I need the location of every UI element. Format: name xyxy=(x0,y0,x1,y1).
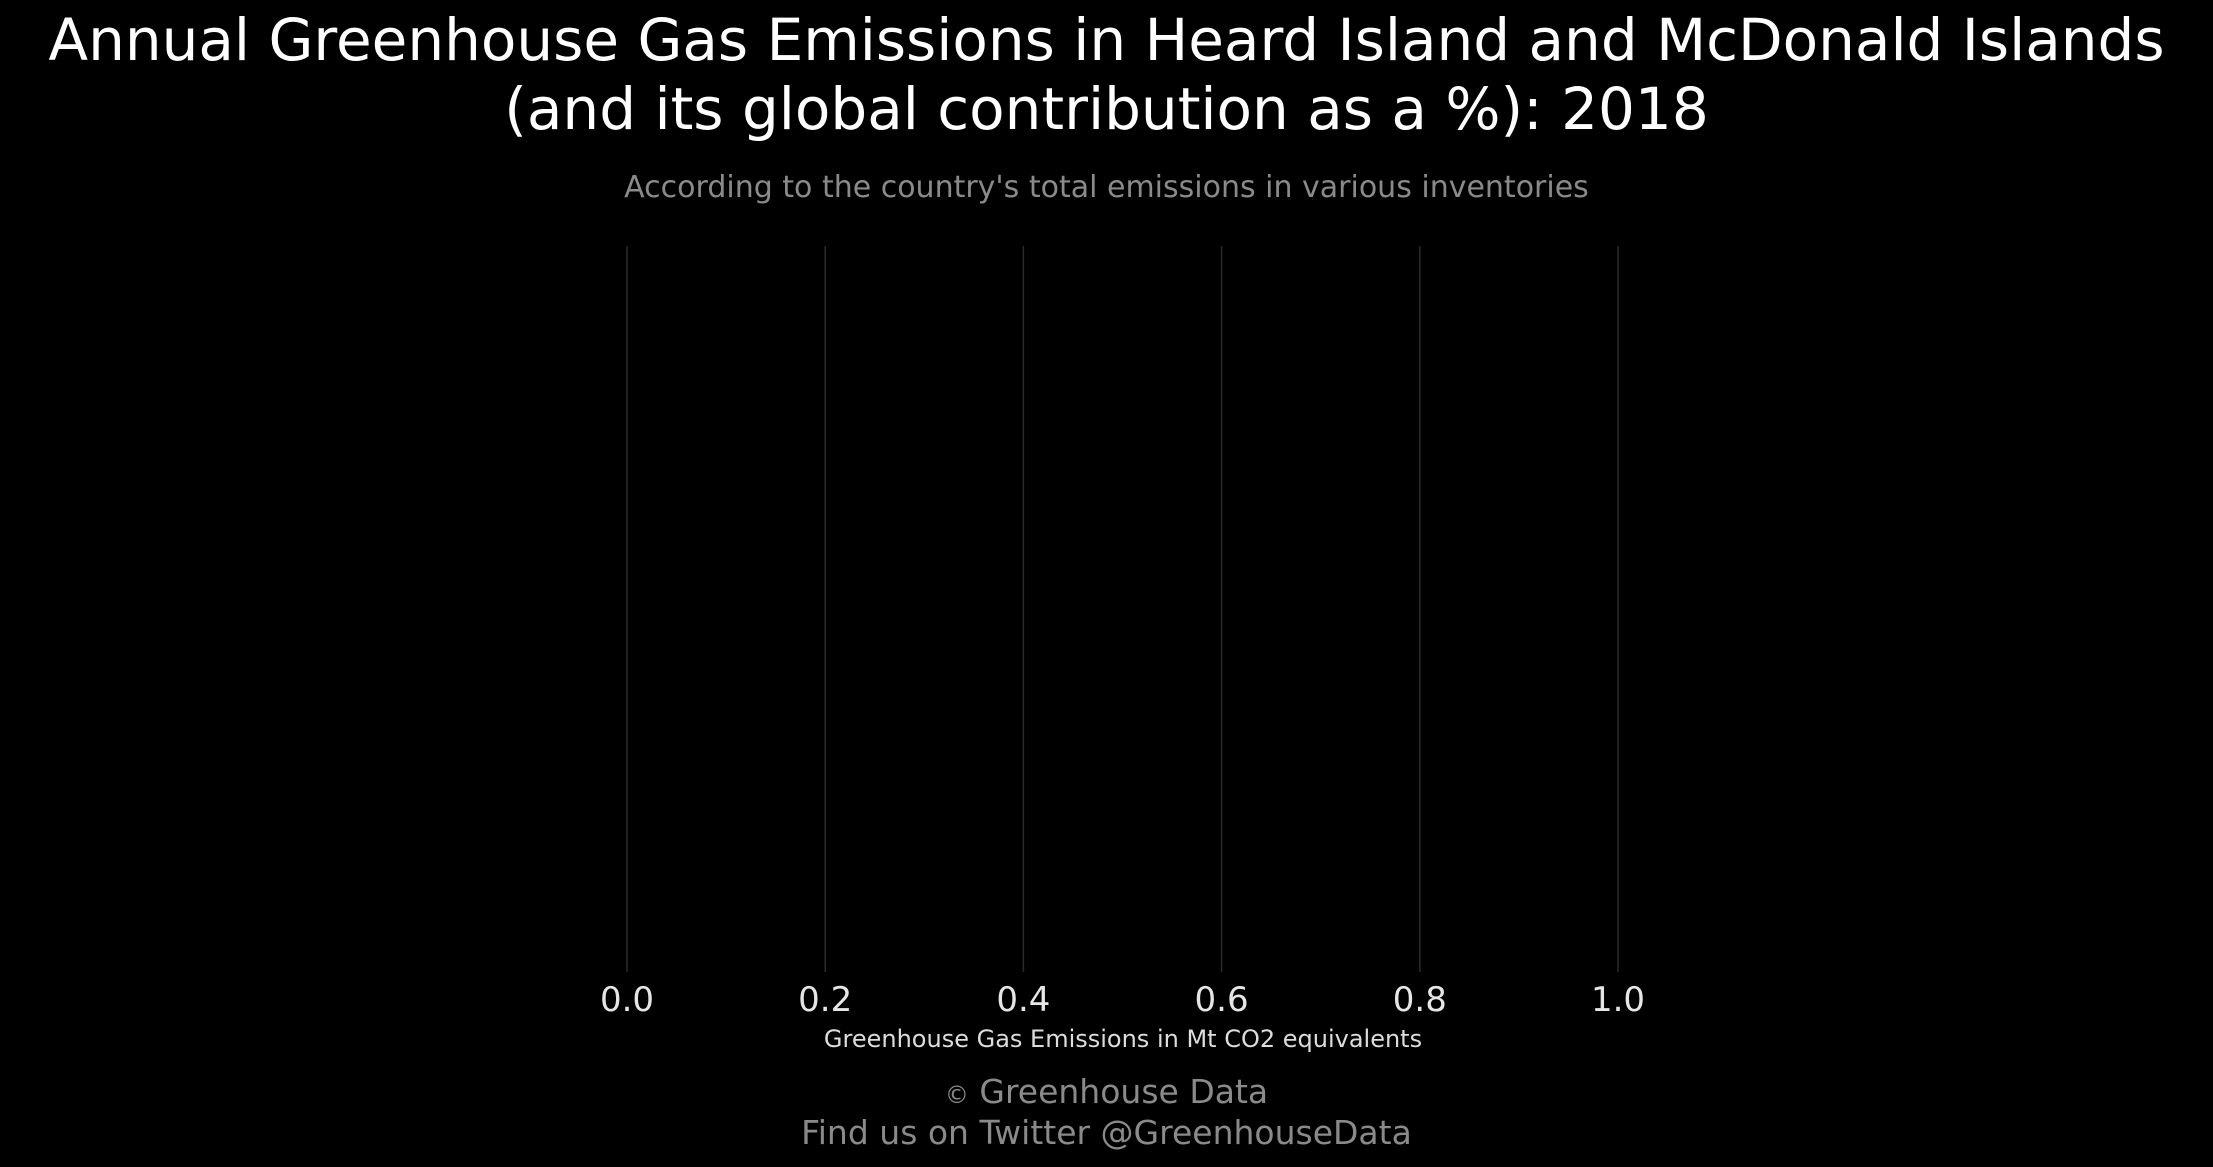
chart-title: Annual Greenhouse Gas Emissions in Heard… xyxy=(0,6,2213,144)
copyright-icon: © xyxy=(944,1081,969,1109)
footer: © Greenhouse Data Find us on Twitter @Gr… xyxy=(0,1073,2213,1152)
x-tick-label: 0.2 xyxy=(798,980,852,1020)
x-tick-label: 0.6 xyxy=(1195,980,1249,1020)
x-tick-label: 0.4 xyxy=(996,980,1050,1020)
chart-title-line-2: (and its global contribution as a %): 20… xyxy=(504,75,1709,143)
footer-twitter: Find us on Twitter @GreenhouseData xyxy=(801,1113,1412,1152)
footer-line-1: © Greenhouse Data xyxy=(0,1073,2213,1114)
x-tick-label: 0.8 xyxy=(1393,980,1447,1020)
x-gridlines xyxy=(626,246,1619,972)
footer-brand: Greenhouse Data xyxy=(979,1072,1269,1111)
x-tick-labels: 0.0 0.2 0.4 0.6 0.8 1.0 xyxy=(600,980,1645,1020)
x-tick-label: 1.0 xyxy=(1591,980,1645,1020)
x-axis-label: Greenhouse Gas Emissions in Mt CO2 equiv… xyxy=(823,1025,1423,1053)
chart-title-line-1: Annual Greenhouse Gas Emissions in Heard… xyxy=(48,6,2165,74)
chart-subtitle: According to the country's total emissio… xyxy=(624,170,1589,205)
x-tick-label: 0.0 xyxy=(600,980,654,1020)
